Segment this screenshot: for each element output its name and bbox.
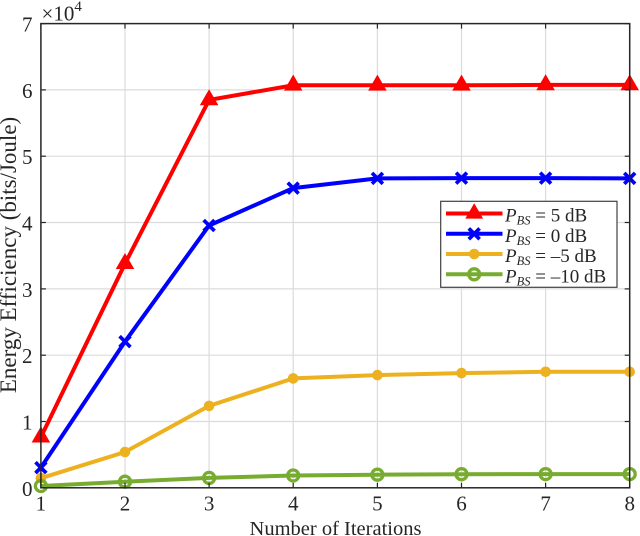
svg-text:Number of Iterations: Number of Iterations [250, 518, 422, 536]
svg-text:2: 2 [22, 344, 33, 368]
svg-text:8: 8 [624, 491, 635, 515]
svg-text:5: 5 [372, 491, 383, 515]
svg-text:4: 4 [22, 212, 33, 236]
svg-text:0: 0 [22, 477, 33, 501]
svg-text:PBS = 5 dB: PBS = 5 dB [504, 206, 587, 228]
svg-text:Energy Efficiency (bits/Joule): Energy Efficiency (bits/Joule) [0, 117, 21, 393]
svg-text:4: 4 [288, 491, 299, 515]
svg-text:3: 3 [22, 278, 33, 302]
svg-text:1: 1 [22, 411, 33, 435]
svg-text:2: 2 [120, 491, 131, 515]
svg-text:PBS = –10 dB: PBS = –10 dB [504, 266, 606, 288]
svg-text:7: 7 [22, 13, 33, 37]
svg-text:7: 7 [540, 491, 551, 515]
svg-text:5: 5 [22, 145, 33, 169]
svg-text:1: 1 [36, 491, 47, 515]
svg-text:6: 6 [456, 491, 467, 515]
svg-text:PBS = –5 dB: PBS = –5 dB [504, 246, 597, 268]
svg-text:6: 6 [22, 79, 33, 103]
svg-text:PBS = 0 dB: PBS = 0 dB [504, 226, 587, 248]
svg-text:3: 3 [204, 491, 215, 515]
